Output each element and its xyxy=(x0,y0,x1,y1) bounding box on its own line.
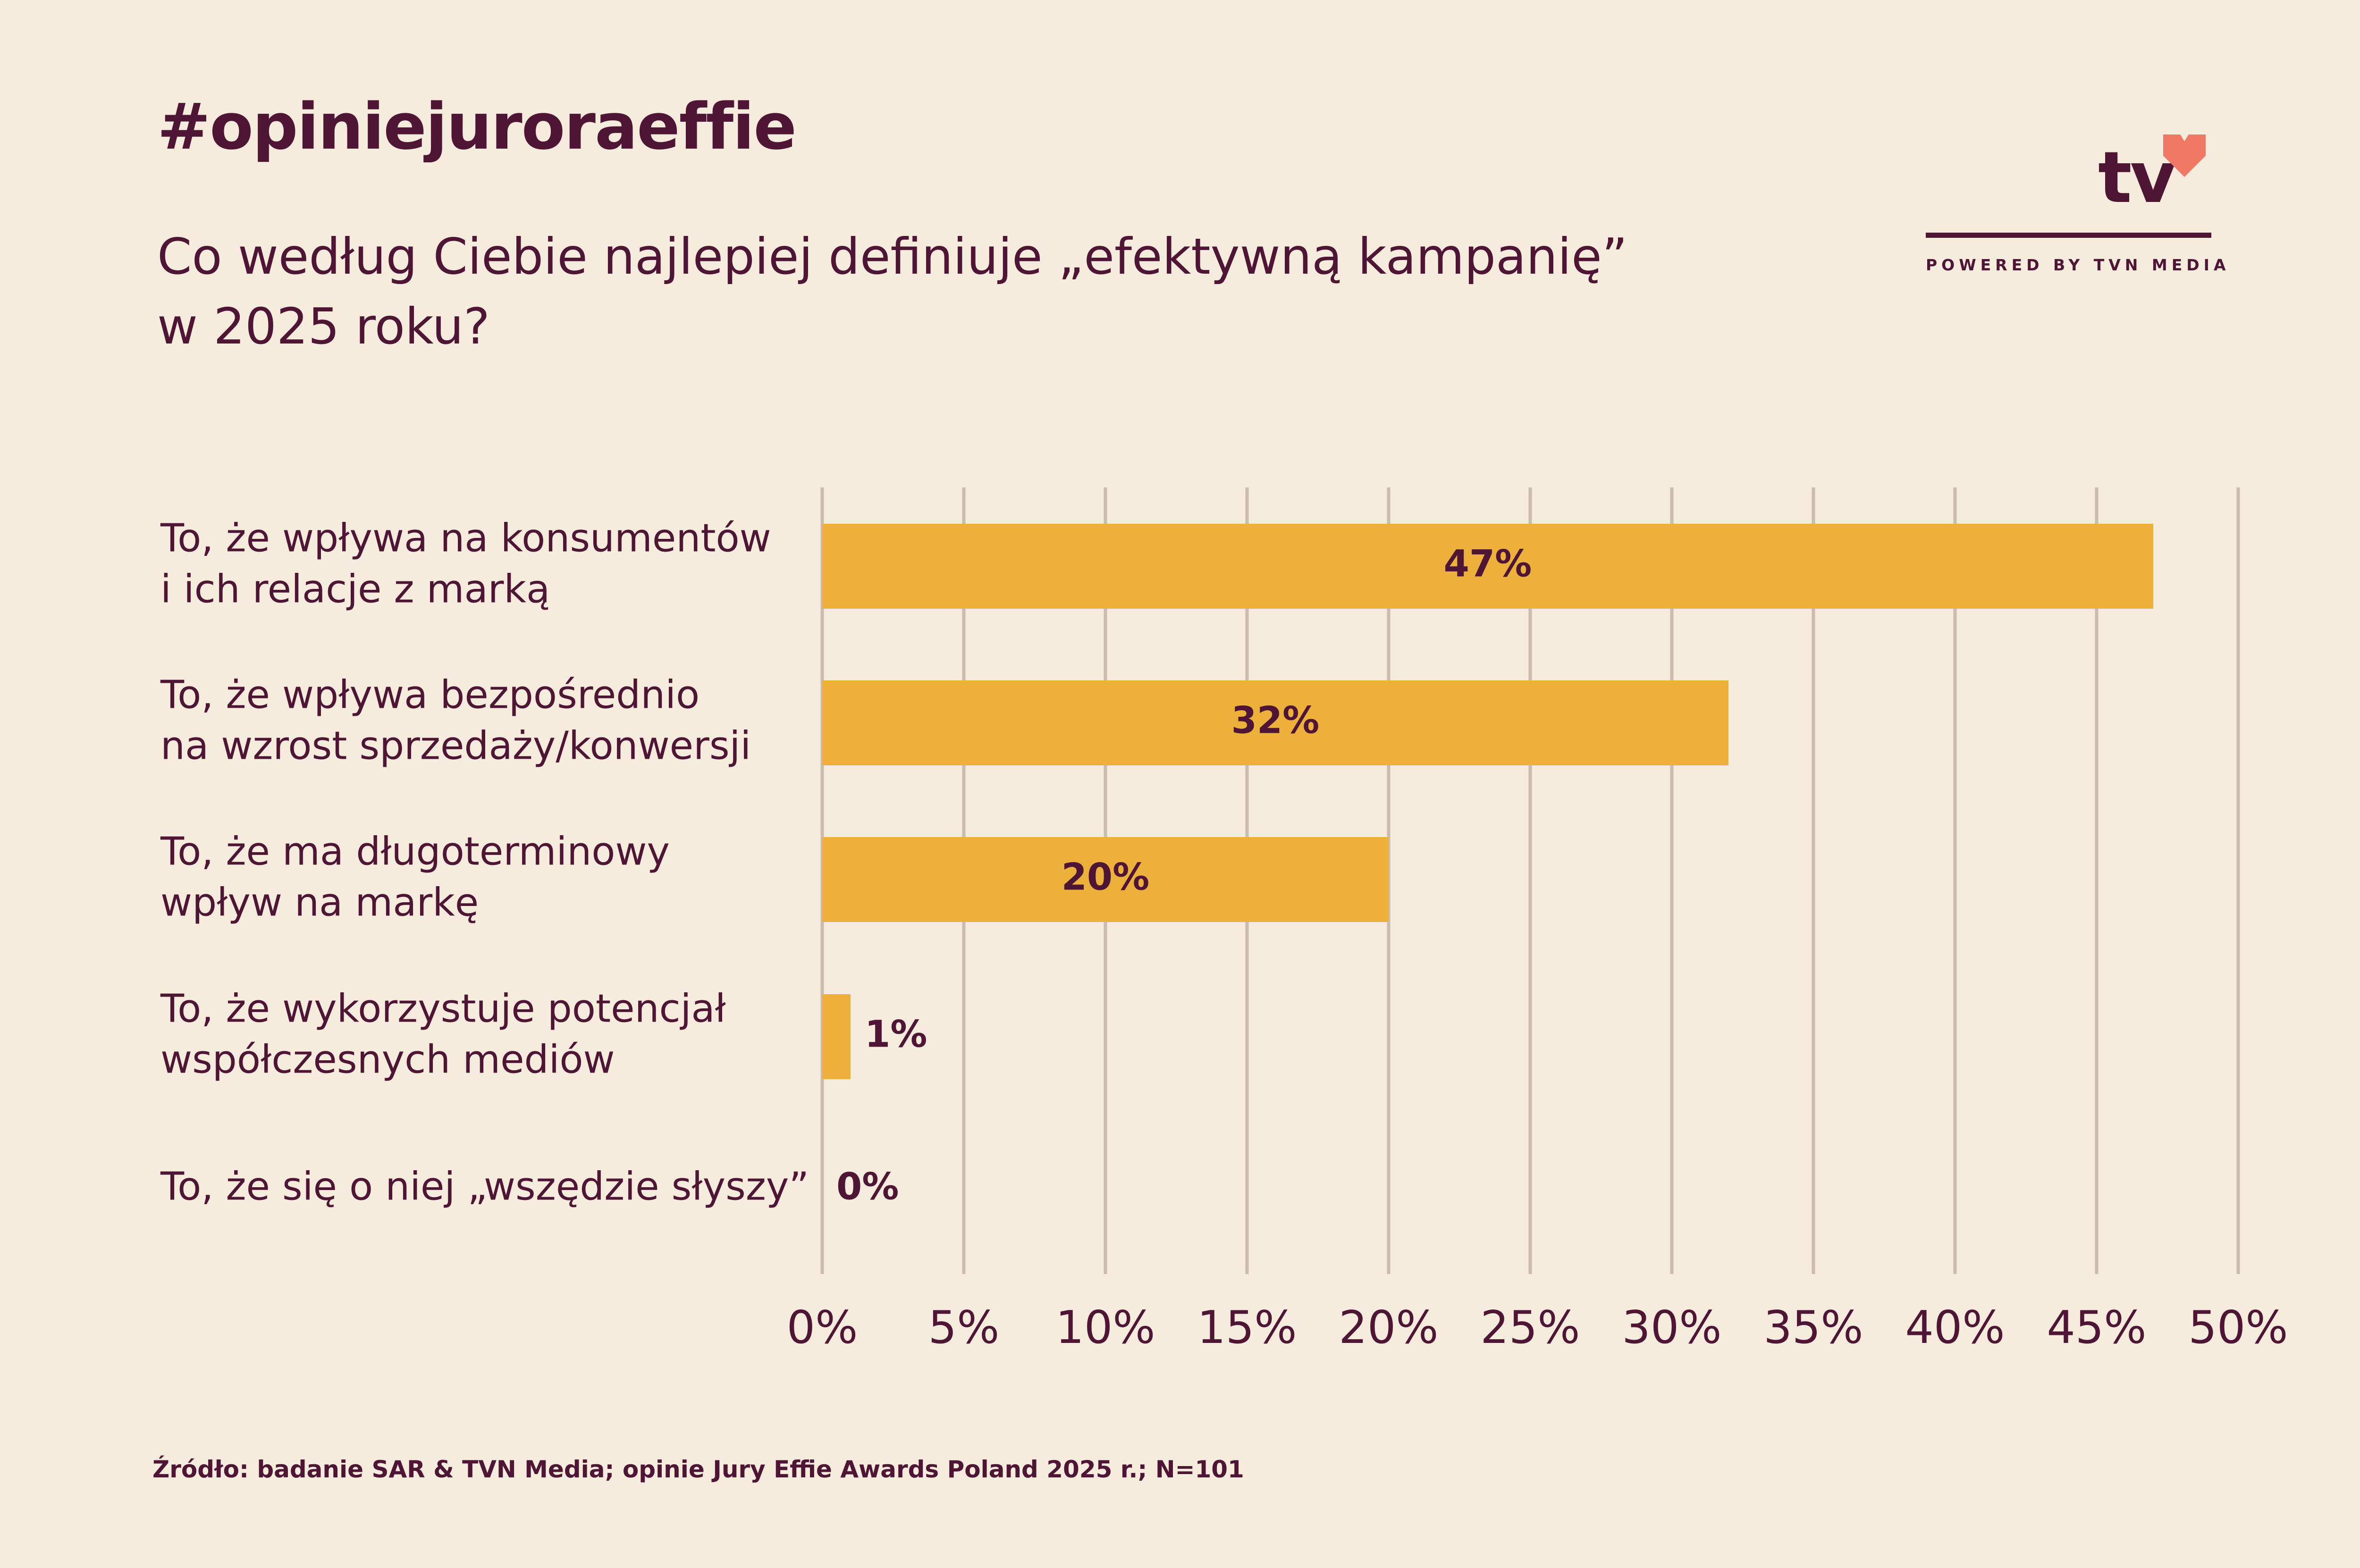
category-label: To, że ma długoterminowy xyxy=(160,829,670,874)
x-tick-label: 15% xyxy=(1197,1302,1297,1354)
x-tick-label: 0% xyxy=(787,1302,858,1354)
bar-value-label: 20% xyxy=(1062,856,1150,898)
question-line-2: w 2025 roku? xyxy=(157,298,490,355)
bar xyxy=(822,680,1728,765)
hashtag-title: #opiniejuroraeffie xyxy=(157,90,797,164)
x-tick-label: 45% xyxy=(2047,1302,2146,1354)
source-note: Źródło: badanie SAR & TVN Media; opinie … xyxy=(152,1456,1244,1483)
bar xyxy=(822,524,2153,609)
tvn-logo: tv POWERED BY TVN MEDIA xyxy=(1926,127,2230,283)
x-tick-label: 10% xyxy=(1055,1302,1155,1354)
x-tick-label: 40% xyxy=(1905,1302,2005,1354)
category-label: współczesnych mediów xyxy=(160,1037,615,1082)
category-label: To, że wykorzystuje potencjał xyxy=(160,986,726,1031)
category-label: wpływ na markę xyxy=(160,880,479,925)
x-tick-label: 50% xyxy=(2188,1302,2288,1354)
bar-value-label: 0% xyxy=(836,1166,899,1208)
category-label: na wzrost sprzedaży/konwersji xyxy=(160,723,751,768)
bar xyxy=(822,994,851,1079)
category-label: i ich relacje z marką xyxy=(160,567,550,612)
logo-wordmark: tv xyxy=(2098,137,2176,219)
x-tick-label: 25% xyxy=(1480,1302,1580,1354)
category-label: To, że wpływa na konsumentów xyxy=(160,516,771,561)
question-line-1: Co według Ciebie najlepiej definiuje „ef… xyxy=(157,228,1628,285)
logo-rule xyxy=(1926,233,2211,238)
logo-tagline: POWERED BY TVN MEDIA xyxy=(1926,256,2230,274)
bar-value-label: 32% xyxy=(1231,699,1320,742)
x-tick-label: 5% xyxy=(928,1302,1000,1354)
bar-value-label: 47% xyxy=(1444,543,1532,585)
x-tick-label: 20% xyxy=(1339,1302,1438,1354)
heart-icon xyxy=(2163,134,2206,177)
bar-value-label: 1% xyxy=(865,1013,927,1056)
bar xyxy=(822,837,1389,922)
x-tick-label: 30% xyxy=(1622,1302,1721,1354)
x-tick-label: 35% xyxy=(1763,1302,1863,1354)
question-heading: Co według Ciebie najlepiej definiuje „ef… xyxy=(157,222,1809,361)
category-label: To, że wpływa bezpośrednio xyxy=(160,672,700,717)
category-label: To, że się o niej „wszędzie słyszy” xyxy=(160,1164,809,1209)
